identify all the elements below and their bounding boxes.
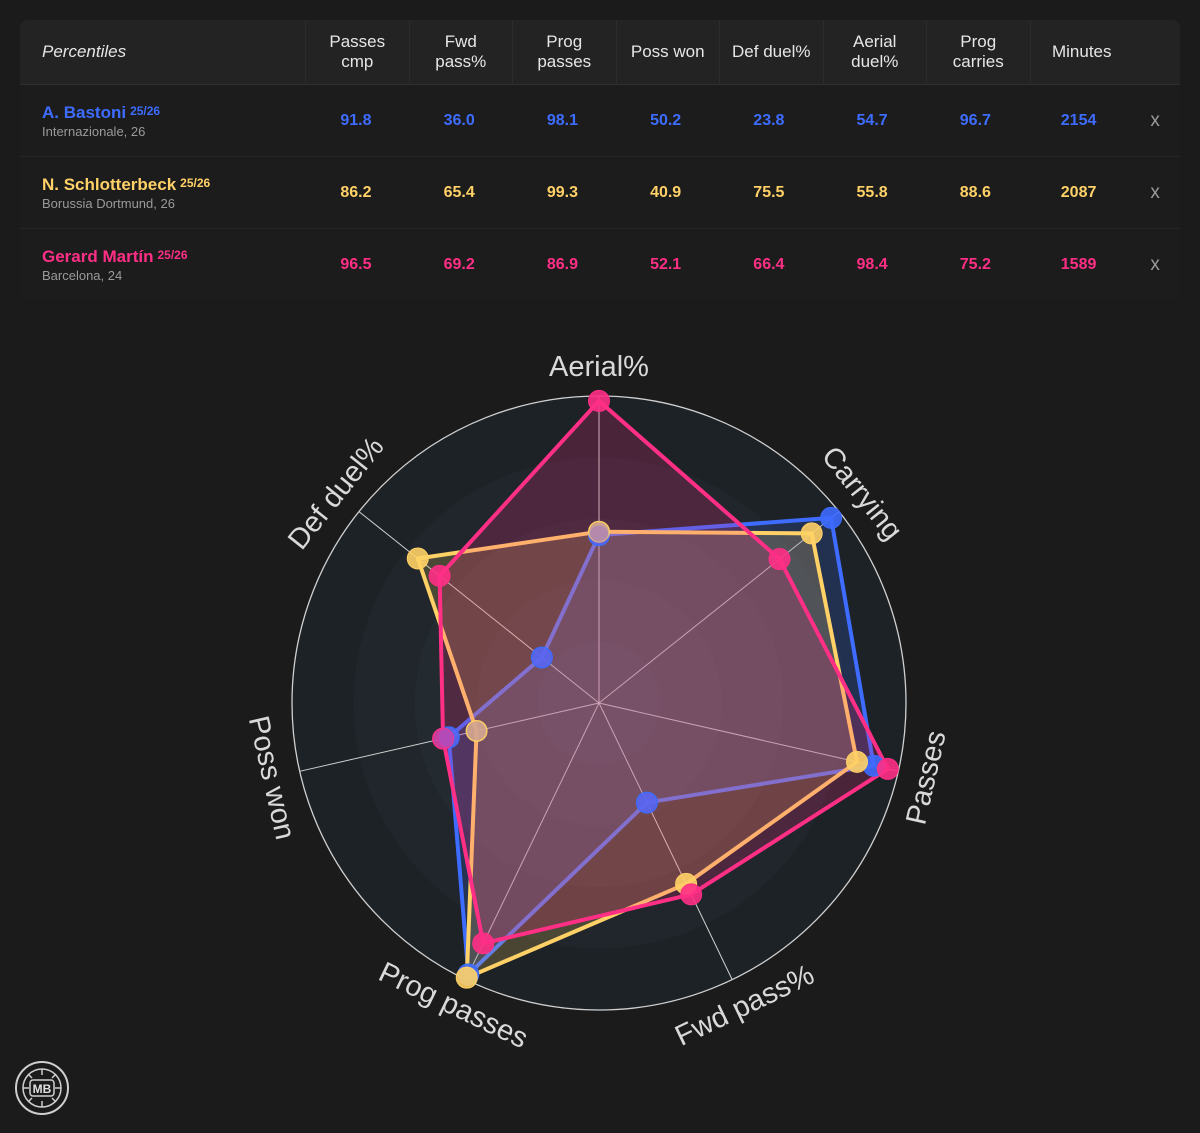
stat-value: 98.4 <box>856 255 888 273</box>
remove-player-button[interactable]: x <box>1150 253 1160 275</box>
col-prog-passes[interactable]: Prog passes <box>512 20 616 84</box>
stat-value: 99.3 <box>546 183 578 201</box>
axis-label: Aerial% <box>549 351 649 383</box>
radar-point <box>530 646 553 669</box>
radar-point <box>820 506 843 529</box>
table-row: N. Schlotterbeck 25/26 Borussia Dortmund, … <box>20 157 1180 229</box>
radar-point-tint <box>439 727 459 747</box>
col-prog-carries[interactable]: Prog carries <box>926 20 1030 84</box>
radar-point <box>768 548 791 571</box>
radar-point <box>465 719 488 742</box>
player-cell: Gerard Martín 25/26 Barcelona, 24 <box>20 247 304 283</box>
stat-value: 2087 <box>1060 183 1097 201</box>
stat-value: 86.2 <box>340 183 372 201</box>
axis-label: Poss won <box>242 713 301 843</box>
player-season: 25/26 <box>180 175 211 190</box>
radar-point-tint <box>433 729 453 749</box>
player-name[interactable]: Gerard Martín <box>42 246 154 266</box>
header-percentiles: Percentiles <box>42 42 127 61</box>
stat-value: 54.7 <box>856 111 888 129</box>
col-poss-won[interactable]: Poss won <box>615 20 720 84</box>
stat-value: 75.5 <box>753 183 785 201</box>
radar-point <box>845 750 868 773</box>
radar-polygon-0 <box>446 515 876 977</box>
stat-value: 2154 <box>1060 111 1097 129</box>
stat-value: 69.2 <box>443 255 475 273</box>
stat-value: 40.9 <box>650 183 682 201</box>
player-season: 25/26 <box>157 247 188 262</box>
stat-value: 23.8 <box>753 111 785 129</box>
player-club: Borussia Dortmund, 26 <box>42 195 175 211</box>
mb-logo-icon: MB <box>15 1061 69 1115</box>
radar-point <box>432 727 455 750</box>
stat-value: 96.7 <box>959 111 991 129</box>
player-name[interactable]: A. Bastoni <box>42 102 127 122</box>
radar-point <box>680 883 703 906</box>
stat-value: 36.0 <box>443 111 475 129</box>
player-club: Barcelona, 24 <box>42 267 123 283</box>
percentile-table: Percentiles Passes cmp Fwd pass% Prog pa… <box>20 20 1180 300</box>
player-cell: A. Bastoni 25/26 Internazionale, 26 <box>20 103 304 139</box>
remove-player-button[interactable]: x <box>1150 181 1160 203</box>
radar-spoke <box>358 511 600 704</box>
radar-spoke <box>598 702 733 980</box>
axis-label: Passes <box>900 728 952 828</box>
col-aerial-duel[interactable]: Aerial duel% <box>822 20 927 84</box>
player-name[interactable]: N. Schlotterbeck <box>42 174 177 194</box>
radar-point-tint <box>589 525 609 545</box>
radar-point <box>635 791 658 814</box>
radar-point-tint <box>467 721 487 741</box>
stat-value: 50.2 <box>650 111 682 129</box>
stat-value: 88.6 <box>959 183 991 201</box>
stat-value: 91.8 <box>340 111 372 129</box>
stat-value: 98.1 <box>546 111 578 129</box>
player-season: 25/26 <box>130 103 161 118</box>
remove-player-button[interactable]: x <box>1150 109 1160 131</box>
col-passes-cmp[interactable]: Passes cmp <box>305 20 409 84</box>
stat-value: 55.8 <box>856 183 888 201</box>
stat-value: 1589 <box>1060 255 1097 273</box>
radar-point <box>876 757 899 780</box>
table-row: Gerard Martín 25/26 Barcelona, 24 96.5 69.2 8… <box>20 229 1180 300</box>
radar-spoke <box>598 511 840 704</box>
radar-point-tint <box>589 522 609 542</box>
radar-polygon-2 <box>437 398 890 946</box>
player-cell: N. Schlotterbeck 25/26 Borussia Dortmund, … <box>20 175 304 211</box>
radar-point-tint <box>532 647 552 667</box>
stat-value: 75.2 <box>959 255 991 273</box>
radar-point <box>406 547 429 570</box>
col-def-duel[interactable]: Def duel% <box>719 20 823 84</box>
stat-value: 96.5 <box>340 255 372 273</box>
logo-text: MB <box>33 1082 52 1096</box>
radar-point <box>588 520 610 543</box>
radar-point <box>472 932 495 955</box>
stat-value: 52.1 <box>650 255 682 273</box>
stat-value: 66.4 <box>753 255 785 273</box>
table-row: A. Bastoni 25/26 Internazionale, 26 91.8 36.… <box>20 85 1180 157</box>
col-fwd-pass[interactable]: Fwd pass% <box>408 20 513 84</box>
radar-point-tint <box>637 793 657 813</box>
col-minutes[interactable]: Minutes <box>1029 20 1134 84</box>
stat-value: 65.4 <box>443 183 475 201</box>
stat-value: 86.9 <box>546 255 578 273</box>
radar-point <box>800 522 823 545</box>
radar-point <box>428 564 451 587</box>
radar-point <box>455 966 478 989</box>
table-header: Percentiles Passes cmp Fwd pass% Prog pa… <box>20 20 1180 85</box>
radar-polygon-1 <box>415 529 859 980</box>
player-club: Internazionale, 26 <box>42 123 146 139</box>
radar-point <box>588 389 610 412</box>
